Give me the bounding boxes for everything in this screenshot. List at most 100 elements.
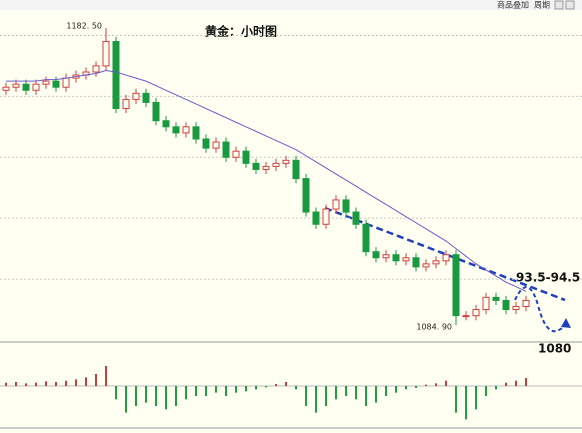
macd-bar — [395, 386, 397, 393]
macd-bar — [175, 386, 177, 406]
candle-body — [152, 101, 160, 122]
price-label: 1182. 50 — [66, 21, 102, 30]
candle-body — [452, 254, 460, 317]
candle-body — [42, 80, 50, 85]
macd-bar — [15, 382, 17, 386]
macd-bar — [215, 386, 217, 393]
price-label: 1084. 90 — [416, 323, 452, 332]
candle-body — [482, 296, 490, 311]
toolbar-button[interactable]: 商品叠加 — [497, 0, 529, 10]
candle-body — [352, 211, 360, 225]
candle-body — [202, 138, 210, 149]
macd-bar — [335, 386, 337, 400]
macd-bar — [265, 386, 267, 388]
candle-body — [492, 296, 500, 301]
arrow-head — [561, 318, 571, 328]
candle-body — [222, 141, 230, 158]
candle-body — [302, 178, 310, 213]
candle-body — [472, 309, 480, 317]
candle-body — [12, 83, 20, 88]
candle-body — [52, 80, 60, 88]
toolbar-button[interactable]: 周期 — [534, 1, 550, 10]
macd-bar — [115, 386, 117, 400]
candle-body — [32, 83, 40, 91]
candle-body — [372, 251, 380, 259]
target-label: 1080 — [538, 342, 571, 356]
candle-body — [242, 150, 250, 164]
macd-bar — [275, 384, 277, 386]
macd-bar — [325, 386, 327, 406]
candle-body — [412, 257, 420, 268]
macd-bar — [375, 386, 377, 403]
candle-body — [312, 211, 320, 225]
macd-bar — [455, 386, 457, 413]
toolbar — [0, 0, 582, 10]
target-label: 93.5-94.5 — [516, 271, 580, 285]
window-button[interactable] — [554, 0, 564, 10]
trend-line — [324, 206, 566, 302]
macd-bar — [355, 386, 357, 400]
macd-bar — [465, 386, 467, 420]
macd-bar — [365, 386, 367, 406]
macd-bar — [245, 386, 247, 392]
candle-body — [232, 150, 240, 158]
macd-bar — [75, 379, 77, 386]
macd-bar — [295, 386, 297, 390]
candle-body — [172, 126, 180, 134]
candle-body — [142, 92, 150, 103]
candle-body — [112, 41, 120, 110]
candle-body — [322, 208, 330, 225]
macd-bar — [525, 378, 527, 386]
macd-bar — [65, 380, 67, 386]
candle-body — [182, 126, 190, 134]
candle-body — [522, 299, 530, 307]
macd-bar — [485, 386, 487, 396]
candle-body — [212, 141, 220, 149]
candle-body — [92, 65, 100, 73]
candle-body — [282, 159, 290, 164]
macd-bar — [505, 382, 507, 386]
macd-bar — [25, 383, 27, 386]
macd-bar — [255, 386, 257, 390]
candle-body — [122, 98, 130, 110]
macd-bar — [145, 386, 147, 403]
candle-body — [102, 41, 110, 67]
candle-body — [512, 306, 520, 311]
macd-bar — [155, 386, 157, 406]
candle-body — [2, 86, 10, 91]
macd-bar — [415, 386, 417, 388]
candle-body — [442, 254, 450, 262]
macd-bar — [105, 366, 107, 386]
macd-bar — [85, 377, 87, 386]
macd-bar — [195, 386, 197, 396]
candle-body — [292, 159, 300, 180]
macd-bar — [495, 386, 497, 390]
candle-body — [332, 199, 340, 210]
candle-body — [462, 315, 470, 318]
candle-body — [432, 260, 440, 265]
window-button[interactable] — [565, 0, 575, 10]
macd-bar — [515, 380, 517, 386]
macd-bar — [425, 384, 427, 386]
macd-bar — [315, 386, 317, 413]
candle-body — [382, 254, 390, 259]
candle-body — [252, 162, 260, 170]
macd-bar — [235, 386, 237, 393]
macd-bar — [55, 382, 57, 386]
macd-bar — [5, 382, 7, 386]
macd-bar — [405, 386, 407, 390]
macd-bar — [205, 386, 207, 396]
macd-bar — [435, 383, 437, 386]
macd-bar — [305, 386, 307, 406]
candle-body — [162, 120, 170, 128]
macd-bar — [475, 386, 477, 410]
macd-bar — [165, 386, 167, 410]
candle-body — [262, 165, 270, 170]
macd-bar — [135, 386, 137, 406]
candle-body — [22, 83, 30, 91]
macd-bar — [225, 386, 227, 396]
candle-body — [392, 254, 400, 262]
